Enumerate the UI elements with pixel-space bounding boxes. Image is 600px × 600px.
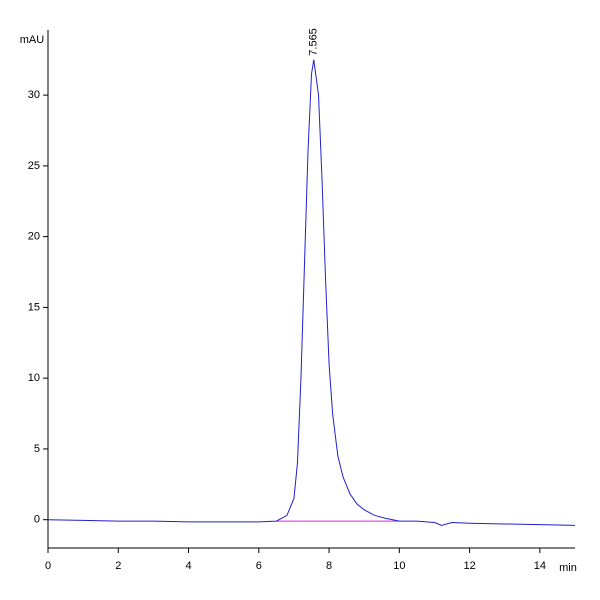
- trace-line: [47, 59, 576, 526]
- y-tick-label: 20: [28, 231, 40, 243]
- x-axis-label: min: [559, 562, 577, 574]
- x-tick-label: 2: [115, 560, 121, 572]
- y-tick-label: 15: [28, 301, 40, 313]
- y-tick-label: 0: [34, 514, 40, 526]
- x-tick-label: 6: [256, 560, 262, 572]
- x-tick-label: 14: [534, 560, 546, 572]
- x-tick-label: 12: [463, 560, 475, 572]
- y-tick-label: 30: [28, 89, 40, 101]
- x-tick-label: 4: [185, 560, 191, 572]
- peak-label: 7.565: [308, 28, 320, 56]
- y-axis-label: mAU: [20, 34, 45, 46]
- x-tick-label: 8: [326, 560, 332, 572]
- y-tick-label: 5: [34, 443, 40, 455]
- x-tick-label: 0: [45, 560, 51, 572]
- y-tick-label: 25: [28, 160, 40, 172]
- x-tick-label: 10: [393, 560, 405, 572]
- y-tick-label: 10: [28, 372, 40, 384]
